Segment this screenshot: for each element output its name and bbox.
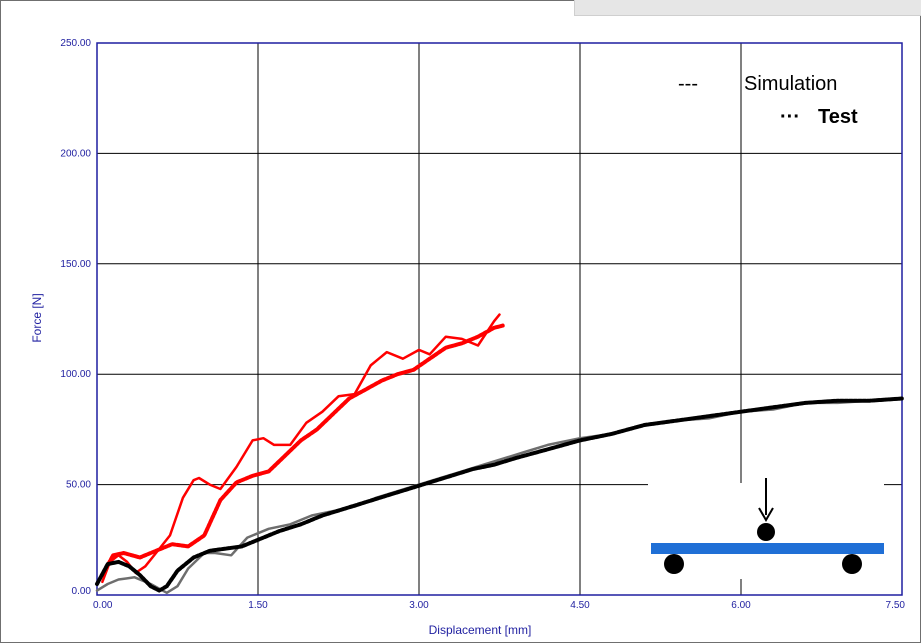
y-tick-label: 200.00 (60, 148, 91, 159)
legend-label-test: Test (818, 106, 858, 128)
x-tick-label: 0.00 (93, 600, 113, 611)
y-tick-label: 250.00 (60, 38, 91, 49)
x-tick-label: 6.00 (731, 600, 751, 611)
legend-marker-simulation: --- (678, 73, 698, 95)
x-tick-label: 3.00 (409, 600, 429, 611)
tick-labels: 0.00 1.50 3.00 4.50 6.00 7.50 0.00 50.00 100.00 1… (60, 38, 905, 611)
y-axis-title: Force [N] (30, 293, 44, 342)
x-axis-title: Displacement [mm] (429, 623, 532, 637)
x-tick-label: 7.50 (886, 600, 906, 611)
beam (651, 543, 884, 554)
y-tick-label: 100.00 (60, 369, 91, 380)
legend-marker-test: ··· (780, 106, 800, 128)
legend: --- Simulation ··· Test (678, 73, 858, 128)
series-line-1 (100, 323, 505, 578)
x-tick-label: 1.50 (248, 600, 268, 611)
corner-tab (574, 0, 921, 16)
plot-border (96, 42, 903, 596)
series-line-0 (101, 313, 501, 584)
left-support (664, 554, 684, 574)
series-line-3 (95, 396, 904, 593)
load-arrow-icon (758, 507, 774, 522)
y-tick-label: 50.00 (66, 480, 91, 491)
legend-label-simulation: Simulation (744, 73, 837, 95)
y-tick-label: 150.00 (60, 259, 91, 270)
x-tick-label: 4.50 (570, 600, 590, 611)
beam-diagram (648, 478, 884, 579)
series-layer (95, 313, 904, 595)
right-support (842, 554, 862, 574)
load-roller (757, 523, 775, 541)
y-tick-label: 0.00 (72, 586, 92, 597)
